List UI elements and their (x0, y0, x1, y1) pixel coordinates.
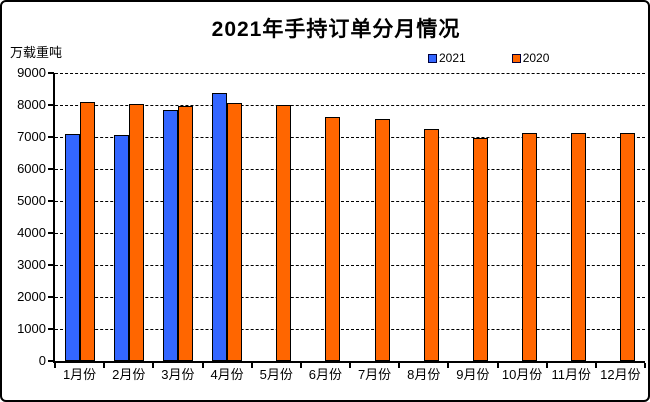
y-axis-tick (48, 264, 54, 266)
gridline-5000 (55, 201, 645, 202)
y-axis-tick-label: 5000 (17, 193, 46, 208)
x-axis-tick (644, 363, 646, 368)
bar-2020-m11 (571, 133, 587, 361)
gridline-7000 (55, 137, 645, 138)
x-axis-category-label: 5月份 (259, 367, 293, 382)
gridline-8000 (55, 105, 645, 106)
y-axis-tick-label: 9000 (17, 65, 46, 80)
gridline-6000 (55, 169, 645, 170)
gridline-3000 (55, 265, 645, 266)
y-axis-tick-label: 3000 (17, 257, 46, 272)
y-axis-tick-label: 1000 (17, 321, 46, 336)
bar-2020-m1 (79, 102, 95, 361)
x-axis-category-label: 8月份 (407, 367, 441, 382)
y-axis-tick-label: 2000 (17, 289, 46, 304)
y-axis-tick (48, 232, 54, 234)
y-axis-tick (48, 72, 54, 74)
x-axis-category-label: 2月份 (112, 367, 146, 382)
y-axis-tick-label: 8000 (17, 97, 46, 112)
bar-2020-m8 (423, 129, 439, 361)
x-axis-category-label: 9月份 (456, 367, 490, 382)
bar-2021-m3 (162, 110, 178, 361)
legend-label-2020: 2020 (522, 51, 550, 65)
legend-swatch-2020 (511, 53, 521, 63)
legend-swatch-2021 (428, 53, 437, 63)
bar-2021-m2 (113, 135, 129, 361)
plot-area (53, 73, 645, 363)
bar-2020-m3 (177, 106, 193, 361)
y-axis-tick-label: 4000 (17, 225, 46, 240)
x-axis-tick (250, 363, 253, 368)
y-axis-tick-label: 0 (38, 353, 46, 368)
x-axis-category-label: 11月份 (551, 367, 592, 382)
bar-2020-m10 (522, 133, 538, 361)
x-axis-tick (299, 363, 302, 368)
x-axis-category-label: 6月份 (308, 367, 343, 382)
gridline-2000 (55, 297, 645, 298)
bar-2020-m7 (374, 119, 390, 361)
y-axis-tick (48, 136, 54, 138)
y-axis-tick (48, 296, 54, 298)
y-axis-tick (48, 200, 54, 202)
bar-2020-m12 (620, 133, 636, 361)
legend-item-2021: 2021 (428, 52, 466, 64)
y-axis-unit-label: 万载重吨 (10, 45, 63, 60)
x-axis-tick (54, 363, 56, 368)
bar-2020-m5 (276, 105, 292, 361)
x-axis-category-label: 7月份 (357, 367, 392, 382)
gridline-9000 (55, 73, 645, 74)
x-axis-tick (545, 363, 548, 368)
x-axis-tick (349, 363, 351, 368)
x-axis-category-label: 1月份 (62, 367, 97, 382)
x-axis-tick (201, 363, 204, 368)
x-axis-tick (103, 363, 106, 368)
bar-2021-m1 (64, 134, 80, 361)
y-axis-tick-label: 7000 (17, 129, 46, 144)
y-axis-tick (48, 328, 54, 330)
legend-label-2021: 2021 (439, 51, 466, 65)
x-axis-tick (594, 363, 597, 368)
x-axis-category-label: 4月份 (210, 367, 244, 382)
y-axis-tick (48, 168, 54, 170)
bar-2020-m9 (472, 137, 488, 361)
legend: 2021 2020 (428, 52, 549, 64)
x-axis-tick (447, 363, 450, 368)
legend-item-2020: 2020 (511, 51, 550, 65)
bar-2020-m4 (227, 103, 243, 361)
x-axis-category-label: 12月份 (600, 367, 641, 382)
bar-2021-m4 (212, 92, 228, 361)
y-axis-tick-label: 6000 (17, 161, 46, 176)
chart-title: 2021年手持订单分月情况 (211, 18, 461, 41)
y-axis-tick (48, 360, 54, 362)
y-axis-tick (48, 104, 54, 106)
bar-2020-m6 (325, 116, 341, 361)
bar-2020-m2 (128, 104, 144, 361)
x-axis-tick (152, 363, 155, 368)
gridline-4000 (55, 233, 645, 234)
x-axis-tick (398, 363, 401, 368)
gridline-1000 (55, 329, 645, 330)
x-axis-category-label: 3月份 (161, 367, 195, 382)
x-axis-category-label: 10月份 (501, 367, 543, 382)
x-axis-tick (496, 363, 499, 368)
